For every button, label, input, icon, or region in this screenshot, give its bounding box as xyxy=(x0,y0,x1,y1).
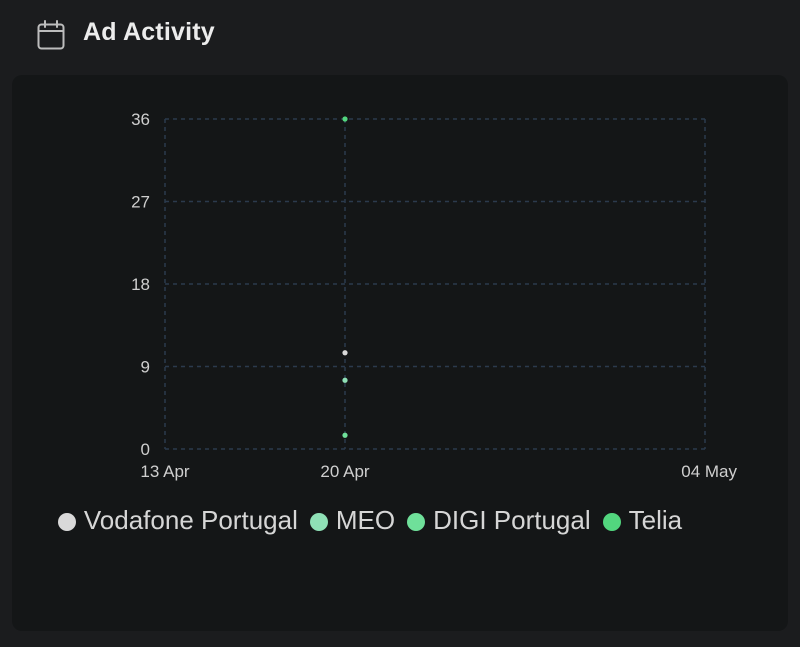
data-point xyxy=(342,116,348,122)
legend-item[interactable]: Vodafone Portugal xyxy=(57,505,298,535)
y-tick-label: 36 xyxy=(131,110,150,129)
y-tick-label: 18 xyxy=(131,275,150,294)
data-point xyxy=(342,432,348,438)
x-tick-label: 20 Apr xyxy=(320,462,369,481)
page-title: Ad Activity xyxy=(83,18,215,46)
chart-legend: Vodafone Portugal MEO DIGI Portugal Telia xyxy=(40,505,700,535)
legend-item[interactable]: MEO xyxy=(309,505,396,535)
data-point xyxy=(342,377,348,383)
y-tick-label: 9 xyxy=(141,358,150,377)
x-tick-label: 13 Apr xyxy=(140,462,189,481)
legend-item[interactable]: DIGI Portugal xyxy=(407,505,591,535)
data-point xyxy=(342,350,348,356)
legend-item[interactable]: Telia xyxy=(602,505,683,535)
legend-label: MEO xyxy=(335,505,396,535)
header: Ad Activity xyxy=(0,0,800,72)
legend-label: Vodafone Portugal xyxy=(83,505,298,535)
legend-label: Telia xyxy=(628,505,683,535)
legend-dot-icon xyxy=(309,512,328,531)
calendar-icon xyxy=(37,20,65,50)
y-tick-label: 27 xyxy=(131,193,150,212)
x-tick-label: 04 May xyxy=(681,462,737,481)
legend-dot-icon xyxy=(602,512,621,531)
legend-dot-icon xyxy=(57,512,76,531)
y-tick-label: 0 xyxy=(141,440,150,459)
legend-label: DIGI Portugal xyxy=(433,505,591,535)
activity-chart: 0 9 18 27 36 13 Apr 20 Apr 04 May xyxy=(131,110,737,481)
legend-dot-icon xyxy=(407,512,426,531)
chart-card xyxy=(12,75,788,631)
